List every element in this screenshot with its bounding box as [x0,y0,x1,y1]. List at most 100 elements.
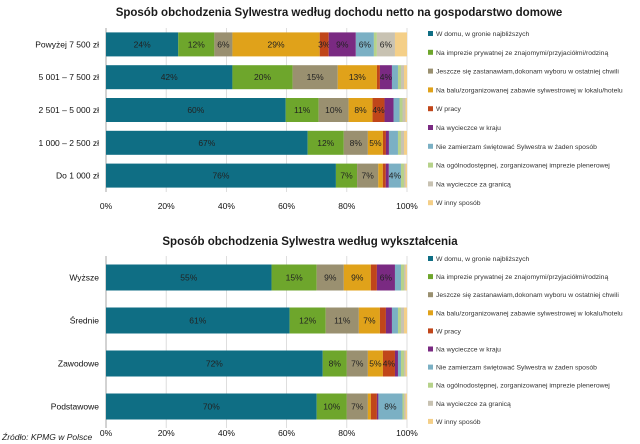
category-label: Powyżej 7 500 zł [35,39,99,49]
bar-segment [106,130,308,155]
bar-segment [289,307,326,334]
legend-label: Na wycieczce za granicą [436,181,511,188]
data-label: 9% [351,273,364,283]
bar-segment [378,163,383,188]
data-label: 8% [384,402,397,412]
bar-segment [400,307,404,334]
legend-label: Na balu/zorganizowanej zabawie sylwestro… [436,310,623,317]
bar-segment [388,163,401,188]
legend-label: Nie zamierzam świętować Sylwestra w żade… [436,144,597,151]
bar-segment [358,307,380,334]
legend-label: Na wycieczce w kraju [436,347,501,354]
data-label: 8% [354,105,367,115]
legend-swatch [428,200,433,206]
bar-segment [388,130,398,155]
legend-swatch [428,346,433,352]
data-label: 4% [383,359,396,369]
data-label: 15% [307,72,324,82]
data-label: 12% [317,138,334,148]
data-label: 5% [369,359,382,369]
bar-segment [391,307,398,334]
bar-segment [355,32,374,57]
bar-segment [394,264,401,291]
data-label: 70% [203,402,220,412]
data-label: 11% [294,105,311,115]
category-label: Zawodowe [58,359,99,369]
data-label: 4% [380,72,393,82]
bar-segment [376,264,395,291]
legend-swatch [428,106,433,112]
bar-segment [106,393,317,420]
bar-segment [346,350,368,377]
data-label: 7% [351,402,364,412]
bar-segment [405,264,407,291]
data-label: 12% [299,316,316,326]
legend-swatch [428,274,433,280]
data-label: 29% [268,39,285,49]
legend-swatch [428,400,433,406]
data-label: 7% [363,316,376,326]
bar-segment [106,163,336,188]
legend-label: W domu, w gronie najbliższych [436,256,530,263]
bar-segment [397,350,401,377]
category-label: 2 501 – 5 000 zł [39,105,100,115]
bar-segment [403,393,406,420]
legend-label: W pracy [436,328,462,335]
legend-swatch [428,31,433,36]
bar-segment [405,350,407,377]
legend-label: Na balu/zorganizowanej zabawie sylwestro… [436,87,623,94]
source-note: Źródło: KPMG w Polsce [1,432,92,442]
bar-segment [379,307,386,334]
bar-segment [397,130,401,155]
bar-segment [393,98,400,122]
legend-label: Jeszcze się zastanawiam,dokonam wyboru w… [436,69,619,76]
category-label: Do 1 000 zł [56,171,99,181]
bar-segment [367,130,383,155]
legend-swatch [428,256,433,261]
bar-segment [402,393,404,420]
bar-segment [357,163,379,188]
category-label: Podstawowe [51,402,99,412]
bar-segment [400,350,404,377]
bar-segment [325,307,359,334]
legend-swatch [428,87,433,93]
data-label: 60% [187,105,204,115]
bar-segment [382,130,386,155]
data-label: 6% [359,39,372,49]
bar-segment [285,98,319,122]
legend-swatch [428,310,433,316]
bar-segment [214,32,233,57]
bar-segment [106,350,323,377]
bar-segment [394,350,398,377]
bar-segment [385,307,392,334]
legend-swatch [428,418,433,424]
legend-swatch [428,328,433,334]
x-tick-label: 100% [396,201,418,211]
bar-segment [385,130,389,155]
bar-segment [319,32,329,57]
bar-segment [316,264,344,291]
x-tick-label: 40% [218,201,235,211]
legend-label: Na imprezie prywatnej ze znajomymi/przyj… [436,274,608,281]
bar-segment [343,130,368,155]
legend-swatch [428,68,433,74]
data-label: 13% [349,72,366,82]
bar-segment [379,65,392,90]
category-label: Wyższe [69,273,99,283]
data-label: 61% [189,316,206,326]
bar-segment [106,32,179,57]
bar-segment [403,307,407,334]
data-label: 10% [323,402,340,412]
legend-label: Na imprezie prywatnej ze znajomymi/przyj… [436,50,608,57]
x-tick-label: 80% [338,428,355,438]
data-label: 7% [362,171,375,181]
bar-segment [370,264,377,291]
data-label: 9% [336,39,349,49]
bar-segment [382,163,386,188]
bar-segment [367,393,371,420]
data-label: 6% [380,39,393,49]
bar-segment [397,65,401,90]
data-label: 7% [340,171,353,181]
data-label: 8% [329,359,342,369]
